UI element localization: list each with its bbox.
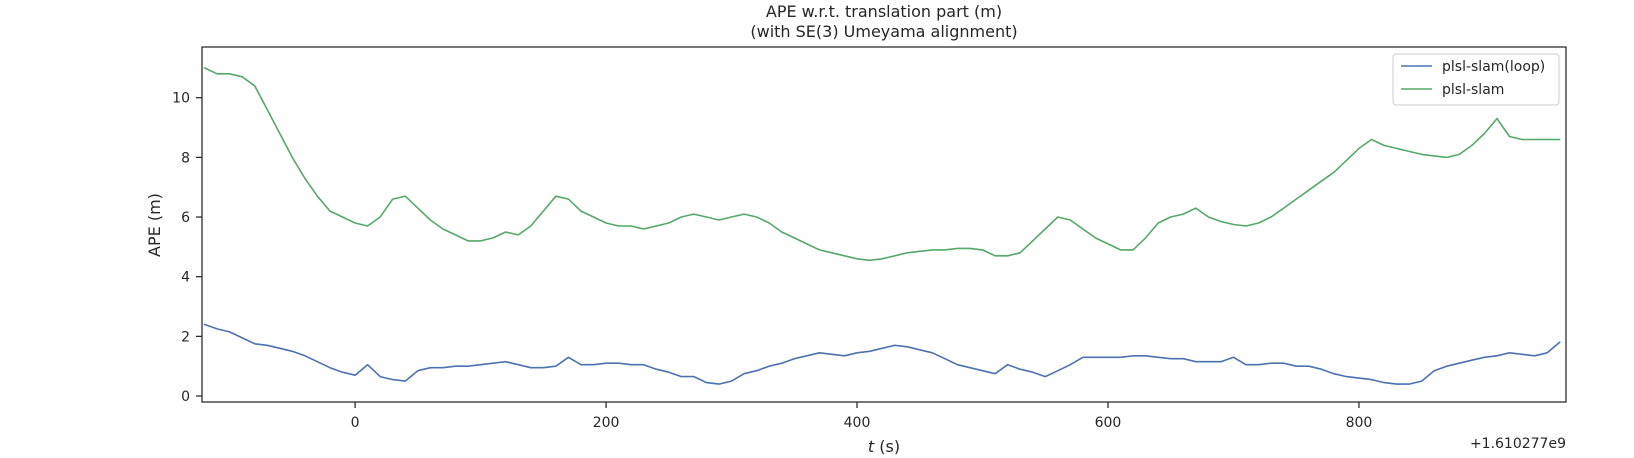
y-tick-label: 0	[181, 389, 190, 405]
x-axis-label: t (s)	[868, 437, 900, 456]
x-axis-label-unit: (s)	[874, 437, 900, 456]
x-tick-label: 200	[593, 415, 620, 431]
series-line-plsl-slam	[203, 67, 1561, 262]
x-tick-label: 600	[1095, 415, 1122, 431]
y-tick-label: 2	[181, 329, 190, 345]
y-tick-label: 10	[172, 91, 190, 107]
x-tick-label: 800	[1346, 415, 1373, 431]
chart-title: APE w.r.t. translation part (m)	[766, 2, 1002, 21]
x-axis: 0 200 400 600 800	[351, 402, 1373, 431]
y-tick-label: 4	[181, 270, 190, 286]
y-tick-label: 8	[181, 150, 190, 166]
series-layer	[203, 67, 1561, 385]
legend-label-plsl-slam: plsl-slam	[1442, 82, 1504, 98]
chart-subtitle: (with SE(3) Umeyama alignment)	[750, 22, 1017, 41]
series-line-plsl-slam-loop	[203, 323, 1561, 385]
x-tick-label: 0	[351, 415, 360, 431]
y-axis: 0 2 4 6 8 10	[172, 91, 202, 405]
y-axis-label: APE (m)	[145, 193, 164, 257]
legend: plsl-slam(loop) plsl-slam	[1392, 53, 1560, 106]
x-axis-offset-text: +1.610277e9	[1470, 436, 1566, 452]
legend-frame	[1392, 53, 1560, 106]
plot-frame	[201, 46, 1567, 403]
x-tick-label: 400	[844, 415, 871, 431]
legend-label-plsl-slam-loop: plsl-slam(loop)	[1442, 59, 1545, 75]
x-axis-label-variable: t	[868, 437, 875, 456]
y-tick-label: 6	[181, 210, 190, 226]
